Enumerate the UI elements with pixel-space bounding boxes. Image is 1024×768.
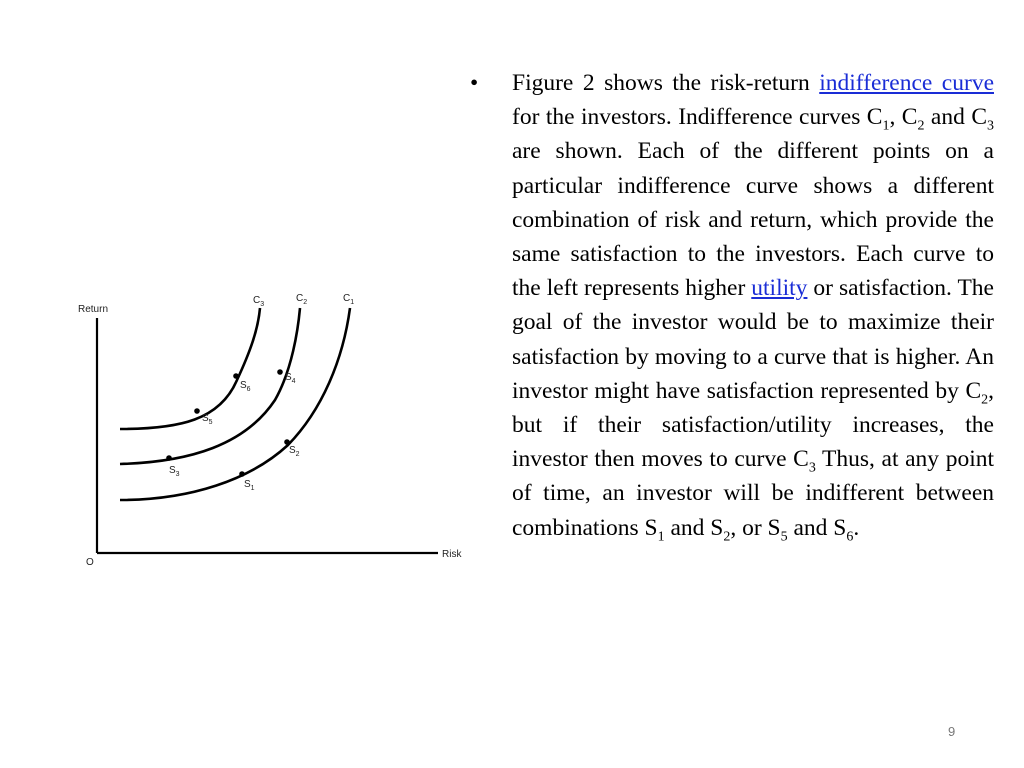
bullet-marker: • (470, 70, 479, 96)
point-s3 (166, 455, 172, 461)
subscript: 3 (808, 460, 816, 476)
text-segment: for the investors. Indifference curves C (512, 104, 883, 131)
curve-c2 (119, 307, 302, 466)
curve-label-c2: C2 (296, 293, 307, 306)
subscript: 6 (846, 529, 854, 545)
text-segment: and S (664, 514, 724, 541)
text-segment: Thus, at any point of time, an investor … (512, 446, 994, 541)
text-segment: are shown. Each of the different points … (512, 138, 994, 302)
text-segment: . (853, 514, 860, 541)
bullet-item: • Figure 2 shows the risk-return indiffe… (470, 66, 994, 545)
y-axis-label: Return (78, 304, 108, 315)
curve-label-c3: C3 (253, 295, 264, 308)
subscript: 2 (917, 118, 925, 134)
point-label-s1: S1 (244, 479, 255, 492)
page-number: 9 (948, 724, 956, 739)
subscript: 2 (723, 529, 731, 545)
curve-label-c1: C1 (343, 293, 354, 306)
subscript: 2 (981, 392, 989, 408)
point-label-s6: S6 (240, 380, 251, 393)
text-segment: , or S (730, 514, 781, 541)
subscript: 1 (882, 118, 890, 134)
subscript: 5 (780, 529, 788, 545)
text-segment: and S (787, 514, 847, 541)
bullet-paragraph: Figure 2 shows the risk-return indiffere… (512, 66, 994, 545)
point-label-s5: S5 (202, 413, 213, 426)
bullet-text-block: • Figure 2 shows the risk-return indiffe… (470, 66, 994, 545)
point-s6 (233, 373, 239, 379)
curve-c1 (119, 307, 352, 502)
point-label-s4: S4 (285, 372, 296, 385)
point-label-s2: S2 (289, 445, 300, 458)
text-segment: and C (924, 104, 987, 131)
indifference-curve-link[interactable]: indifference curve (819, 70, 994, 96)
text-segment: , but if their satisfaction/utility incr… (512, 377, 994, 473)
point-s2 (284, 439, 290, 445)
text-segment: , C (889, 104, 918, 131)
x-axis-label: Risk (442, 549, 462, 560)
indifference-curve-diagram: Return Risk O C3 C2 C1 S5 S6 S4 S3 S2 S1 (78, 293, 462, 568)
point-s5 (194, 408, 200, 414)
point-s1 (239, 471, 245, 477)
subscript: 3 (987, 118, 994, 134)
text-segment: or satisfaction. The goal of the investo… (512, 275, 994, 404)
utility-link[interactable]: utility (751, 275, 808, 302)
subscript: 1 (657, 529, 665, 545)
text-segment: Figure 2 shows the risk-return (512, 70, 820, 96)
curve-c3 (119, 307, 262, 431)
point-label-s3: S3 (169, 465, 180, 478)
point-s4 (277, 369, 283, 375)
origin-label: O (86, 557, 94, 568)
